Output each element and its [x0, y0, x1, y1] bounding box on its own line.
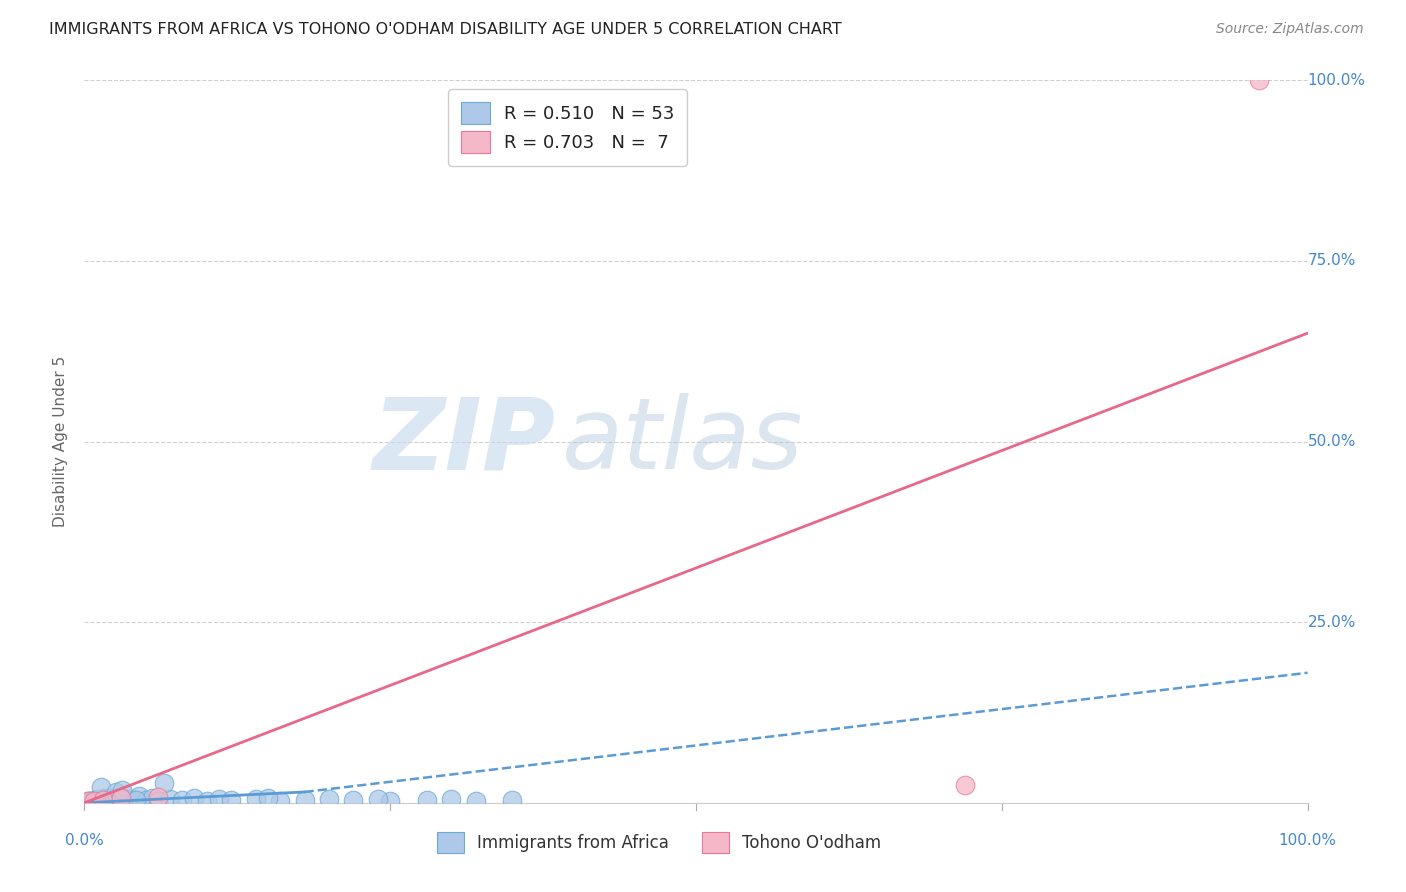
Point	[89, 793, 111, 807]
Point	[502, 793, 524, 807]
Point	[105, 785, 128, 799]
Point	[103, 791, 125, 805]
Point	[108, 794, 131, 808]
Point	[146, 790, 169, 805]
Text: 75.0%: 75.0%	[1308, 253, 1355, 268]
Point	[115, 794, 138, 808]
Point	[1247, 73, 1270, 87]
Point	[79, 794, 101, 808]
Text: ZIP: ZIP	[373, 393, 555, 490]
Point	[245, 792, 267, 806]
Point	[141, 791, 163, 805]
Text: 50.0%: 50.0%	[1308, 434, 1355, 449]
Point	[195, 794, 218, 808]
Point	[112, 791, 135, 805]
Point	[125, 793, 148, 807]
Point	[87, 794, 110, 808]
Point	[159, 792, 181, 806]
Point	[82, 794, 104, 808]
Point	[110, 791, 132, 805]
Point	[91, 793, 114, 807]
Point	[94, 794, 117, 808]
Point	[110, 793, 132, 807]
Point	[98, 794, 121, 808]
Text: IMMIGRANTS FROM AFRICA VS TOHONO O'ODHAM DISABILITY AGE UNDER 5 CORRELATION CHAR: IMMIGRANTS FROM AFRICA VS TOHONO O'ODHAM…	[49, 22, 842, 37]
Text: 25.0%: 25.0%	[1308, 615, 1355, 630]
Point	[104, 794, 127, 808]
Point	[122, 794, 145, 808]
Point	[183, 791, 205, 805]
Point	[117, 793, 139, 807]
Point	[77, 794, 100, 808]
Point	[380, 794, 402, 808]
Point	[146, 794, 169, 808]
Y-axis label: Disability Age Under 5: Disability Age Under 5	[53, 356, 69, 527]
Text: Source: ZipAtlas.com: Source: ZipAtlas.com	[1216, 22, 1364, 37]
Text: 0.0%: 0.0%	[65, 833, 104, 848]
Point	[91, 793, 114, 807]
Legend: Immigrants from Africa, Tohono O'odham: Immigrants from Africa, Tohono O'odham	[430, 826, 889, 860]
Point	[953, 778, 976, 792]
Point	[87, 792, 110, 806]
Text: atlas: atlas	[561, 393, 803, 490]
Point	[111, 782, 134, 797]
Point	[318, 792, 340, 806]
Text: 100.0%: 100.0%	[1278, 833, 1337, 848]
Point	[83, 794, 105, 808]
Point	[135, 793, 157, 807]
Point	[367, 792, 389, 806]
Point	[83, 793, 105, 807]
Point	[105, 792, 128, 806]
Point	[128, 789, 150, 803]
Point	[77, 794, 100, 808]
Point	[219, 793, 242, 807]
Point	[440, 792, 463, 806]
Point	[90, 780, 112, 794]
Point	[120, 792, 142, 806]
Point	[93, 791, 115, 805]
Point	[97, 793, 120, 807]
Point	[153, 775, 176, 789]
Point	[464, 794, 486, 808]
Point	[342, 793, 364, 807]
Point	[101, 793, 124, 807]
Point	[100, 792, 122, 806]
Point	[294, 793, 316, 807]
Text: 100.0%: 100.0%	[1308, 73, 1365, 87]
Point	[86, 794, 108, 808]
Point	[96, 792, 118, 806]
Point	[172, 793, 194, 807]
Point	[208, 792, 231, 806]
Point	[416, 793, 439, 807]
Point	[269, 794, 291, 808]
Point	[257, 791, 280, 805]
